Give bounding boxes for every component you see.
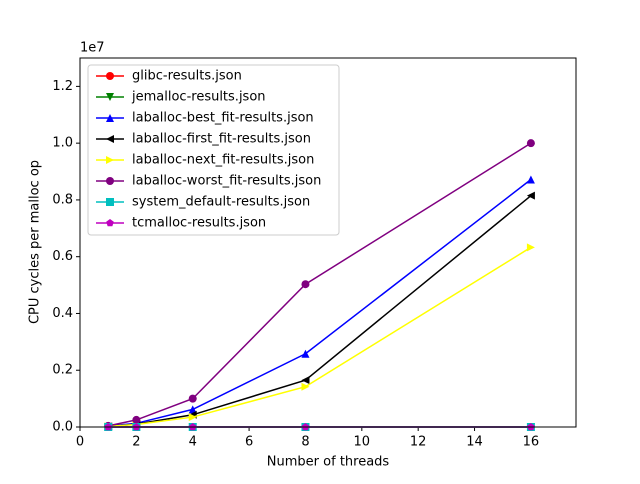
legend-marker bbox=[106, 198, 114, 206]
legend-marker bbox=[106, 219, 114, 227]
data-point bbox=[526, 243, 535, 252]
legend-marker bbox=[106, 177, 114, 185]
legend-label: tcmalloc-results.json bbox=[132, 216, 266, 231]
legend-marker bbox=[106, 156, 114, 164]
legend-label: laballoc-worst_fit-results.json bbox=[132, 174, 321, 189]
legend-label: jemalloc-results.json bbox=[131, 90, 266, 105]
y-tick-label: 0.0 bbox=[52, 420, 73, 435]
legend-marker bbox=[106, 93, 114, 101]
legend-label: system_default-results.json bbox=[132, 195, 310, 210]
data-point bbox=[526, 191, 535, 200]
y-tick-label: 0.4 bbox=[52, 306, 73, 321]
data-point bbox=[301, 382, 310, 391]
data-point bbox=[188, 394, 197, 403]
data-point bbox=[526, 139, 535, 148]
x-tick-label: 6 bbox=[245, 435, 253, 450]
data-point bbox=[301, 349, 310, 358]
legend-marker bbox=[106, 114, 114, 122]
x-tick-label: 14 bbox=[466, 435, 483, 450]
data-point bbox=[188, 413, 197, 422]
x-tick-label: 8 bbox=[301, 435, 309, 450]
y-tick-label: 1.0 bbox=[52, 136, 73, 151]
legend-label: laballoc-best_fit-results.json bbox=[132, 111, 314, 126]
legend-label: glibc-results.json bbox=[132, 69, 242, 84]
y-offset-label: 1e7 bbox=[80, 41, 105, 56]
data-point bbox=[526, 175, 535, 184]
x-tick-label: 16 bbox=[523, 435, 540, 450]
x-tick-label: 4 bbox=[189, 435, 197, 450]
y-tick-label: 0.6 bbox=[52, 249, 73, 264]
data-point bbox=[188, 405, 197, 414]
x-tick-label: 12 bbox=[410, 435, 427, 450]
legend-marker bbox=[106, 135, 114, 143]
data-point bbox=[301, 376, 310, 385]
legend-box bbox=[87, 64, 340, 236]
x-tick-label: 2 bbox=[132, 435, 140, 450]
legend-label: laballoc-next_fit-results.json bbox=[132, 153, 314, 168]
legend-label: laballoc-first_fit-results.json bbox=[132, 132, 311, 147]
y-axis-label: CPU cycles per malloc op bbox=[28, 160, 43, 324]
x-tick-label: 0 bbox=[76, 435, 84, 450]
legend-marker bbox=[106, 72, 114, 80]
y-tick-label: 0.2 bbox=[52, 363, 73, 378]
data-point bbox=[132, 415, 141, 424]
x-axis-label: Number of threads bbox=[267, 455, 390, 470]
y-tick-label: 0.8 bbox=[52, 192, 73, 207]
x-tick-label: 10 bbox=[354, 435, 371, 450]
data-point bbox=[301, 280, 310, 289]
plot-frame bbox=[79, 57, 577, 428]
y-tick-label: 1.2 bbox=[52, 79, 73, 94]
